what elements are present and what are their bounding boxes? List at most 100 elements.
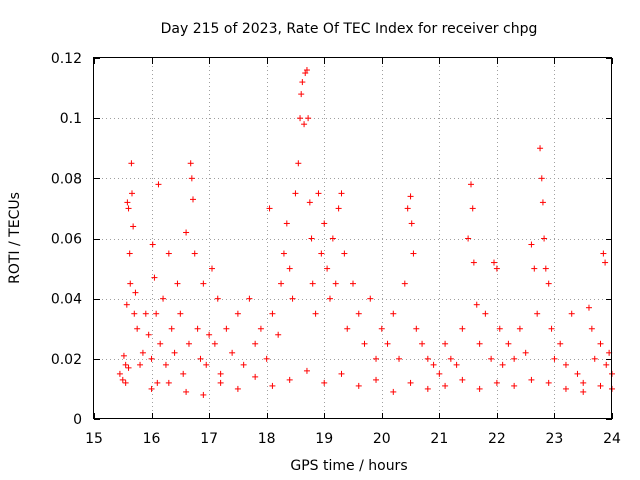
data-point xyxy=(203,361,210,368)
data-point xyxy=(321,220,328,227)
data-point xyxy=(187,160,194,167)
data-point xyxy=(447,355,454,362)
data-point xyxy=(234,310,241,317)
y-tick-label: 0.08 xyxy=(51,171,82,187)
data-point xyxy=(157,340,164,347)
data-point xyxy=(378,325,385,332)
data-point xyxy=(548,325,555,332)
data-point xyxy=(122,361,129,368)
data-point xyxy=(367,295,374,302)
data-point xyxy=(286,376,293,383)
data-point xyxy=(539,199,546,206)
x-tick-label: 19 xyxy=(315,431,333,447)
data-point xyxy=(309,280,316,287)
x-tick-label: 21 xyxy=(430,431,448,447)
y-axis-label: ROTI / TECUs xyxy=(7,192,23,284)
data-point xyxy=(174,280,181,287)
data-point xyxy=(125,364,132,371)
data-point xyxy=(329,235,336,242)
grid-lines xyxy=(94,58,612,419)
data-point xyxy=(295,160,302,167)
data-point xyxy=(396,355,403,362)
data-point xyxy=(120,352,127,359)
x-tick-label: 23 xyxy=(546,431,564,447)
x-tick-label: 15 xyxy=(85,431,103,447)
data-point xyxy=(511,355,518,362)
data-point xyxy=(302,70,309,77)
data-point xyxy=(234,385,241,392)
data-point xyxy=(155,181,162,188)
data-point xyxy=(603,361,610,368)
data-point xyxy=(305,115,312,122)
data-point xyxy=(194,325,201,332)
data-point xyxy=(119,376,126,383)
data-point xyxy=(597,340,604,347)
data-point xyxy=(124,199,131,206)
data-point xyxy=(312,310,319,317)
data-point xyxy=(126,250,133,257)
y-tick-label: 0.04 xyxy=(51,292,82,308)
data-point xyxy=(528,241,535,248)
data-point xyxy=(413,325,420,332)
data-point xyxy=(469,205,476,212)
data-point xyxy=(465,235,472,242)
data-point xyxy=(568,310,575,317)
data-point xyxy=(165,379,172,386)
data-point xyxy=(303,367,310,374)
data-point xyxy=(122,379,129,386)
data-point xyxy=(482,310,489,317)
data-point xyxy=(350,280,356,287)
data-point xyxy=(185,340,192,347)
data-point xyxy=(160,295,167,302)
data-point xyxy=(324,265,331,272)
data-point xyxy=(424,385,431,392)
data-point xyxy=(326,295,333,302)
y-tick-label: 0.12 xyxy=(51,51,82,67)
y-tick-label: 0.1 xyxy=(60,111,82,127)
data-point xyxy=(275,331,282,338)
data-point xyxy=(545,379,552,386)
data-point xyxy=(562,385,569,392)
data-point xyxy=(301,121,308,128)
data-point xyxy=(278,280,285,287)
data-point xyxy=(240,361,247,368)
data-point xyxy=(263,355,270,362)
data-point xyxy=(269,310,276,317)
data-point xyxy=(303,67,310,74)
data-point xyxy=(430,361,437,368)
data-point xyxy=(332,280,339,287)
data-point xyxy=(390,310,397,317)
data-point xyxy=(384,340,391,347)
data-point xyxy=(298,91,305,98)
data-point xyxy=(214,295,221,302)
data-point xyxy=(283,220,290,227)
data-point xyxy=(131,310,138,317)
plot-frame xyxy=(93,57,612,419)
data-point xyxy=(344,325,351,332)
x-tick-label: 17 xyxy=(200,431,218,447)
data-point xyxy=(162,361,169,368)
data-point xyxy=(229,349,236,356)
data-point xyxy=(541,235,548,242)
x-tick-label: 16 xyxy=(143,431,161,447)
data-point xyxy=(321,379,328,386)
data-point xyxy=(453,361,460,368)
data-point xyxy=(493,379,500,386)
data-point xyxy=(191,250,198,257)
data-point xyxy=(424,355,431,362)
data-point xyxy=(200,280,207,287)
data-point xyxy=(116,370,123,377)
data-point xyxy=(130,223,137,230)
data-point xyxy=(200,391,207,398)
x-tick-label: 18 xyxy=(258,431,276,447)
data-point xyxy=(148,355,155,362)
data-point xyxy=(292,190,299,197)
data-point xyxy=(217,370,224,377)
data-point xyxy=(401,280,408,287)
data-point xyxy=(410,250,417,257)
data-point xyxy=(459,325,466,332)
data-point xyxy=(473,301,480,308)
data-point xyxy=(531,265,538,272)
data-point xyxy=(511,382,518,389)
data-point xyxy=(148,385,155,392)
